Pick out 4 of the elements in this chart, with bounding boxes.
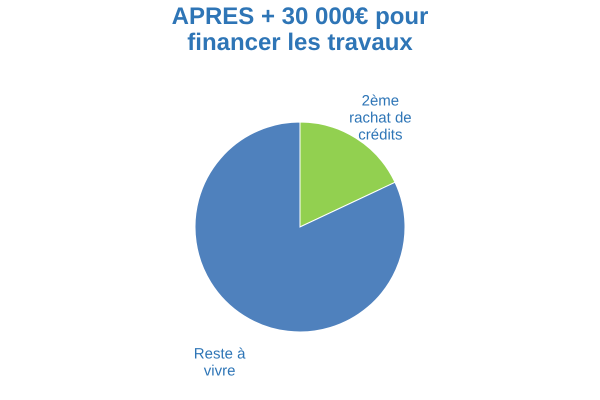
slice-label: 2ème rachat de crédits: [349, 92, 412, 144]
slice-label: Reste à vivre: [194, 346, 246, 380]
pie-slice: [194, 122, 406, 332]
chart-title: APRES + 30 000€ pour financer les travaux: [172, 3, 428, 56]
